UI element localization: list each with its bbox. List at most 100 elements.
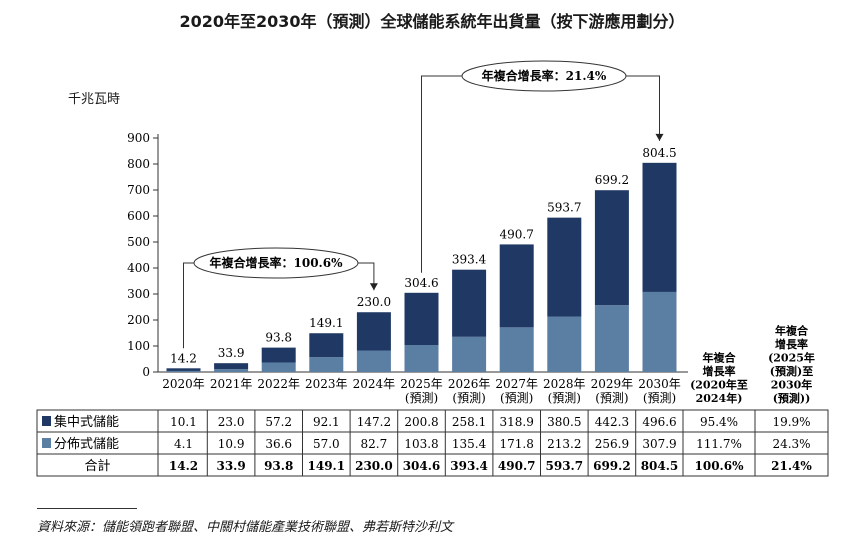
table-cagr-cell: 100.6%: [695, 459, 745, 473]
y-tick-label: 400: [127, 261, 150, 275]
cagr-bracket-left: [183, 262, 196, 349]
table-cell: 92.1: [313, 415, 340, 429]
cagr-column-header: (預測)至: [770, 364, 813, 378]
bar-distributed: [309, 357, 344, 372]
table-cell: 258.1: [452, 415, 486, 429]
source-note: 資料來源：儲能領跑者聯盟、中關村儲能產業技術聯盟、弗若斯特沙利文: [37, 520, 454, 535]
x-tick-label: 2028年: [543, 377, 586, 391]
bar-centralized: [547, 217, 582, 317]
table-cell: 171.8: [500, 437, 534, 451]
table-cell: 804.5: [641, 459, 679, 473]
table-cell: 213.2: [547, 437, 581, 451]
bar-distributed: [214, 369, 249, 372]
x-tick-label: 2027年: [495, 377, 538, 391]
table-cell: 14.2: [169, 459, 198, 473]
x-tick-sublabel: (預測): [500, 391, 533, 405]
bar-distributed: [452, 336, 487, 372]
x-tick-label: 2022年: [257, 377, 300, 391]
table-row-label: 合計: [84, 458, 110, 474]
table-cell: 4.1: [174, 437, 193, 451]
x-tick-label: 2020年: [162, 377, 205, 391]
table-cell: 82.7: [361, 437, 388, 451]
bar-distributed: [261, 362, 296, 372]
x-tick-label: 2024年: [353, 377, 396, 391]
table-cagr-cell: 21.4%: [771, 459, 812, 473]
cagr-label: 年複合增長率：100.6%: [210, 255, 344, 270]
x-tick-label: 2023年: [305, 377, 348, 391]
cagr-ellipse: [461, 60, 627, 92]
cagr-ellipse: [193, 247, 359, 279]
bar-distributed: [166, 370, 201, 372]
y-tick-label: 0: [142, 365, 150, 379]
bar-total-label: 149.1: [309, 316, 343, 330]
cagr-column-header: 年複合: [703, 351, 737, 365]
bar-total-label: 593.7: [547, 201, 581, 215]
bar-distributed: [499, 327, 534, 372]
x-tick-sublabel: (預測): [452, 391, 485, 405]
table-cell: 103.8: [404, 437, 438, 451]
y-tick-label: 700: [127, 183, 150, 197]
cagr-column-header: 2024年): [696, 391, 743, 405]
cagr-bracket-right: [356, 262, 375, 291]
y-tick-label: 600: [127, 209, 150, 223]
table-cell: 318.9: [500, 415, 534, 429]
x-tick-label: 2025年: [400, 377, 443, 391]
table-cell: 33.9: [216, 459, 245, 473]
legend-swatch: [42, 438, 51, 448]
bar-total-label: 699.2: [595, 173, 629, 187]
cagr-arrowhead: [655, 133, 664, 141]
table-cell: 304.6: [403, 459, 441, 473]
cagr-column-header: 增長率: [703, 364, 736, 378]
y-axis-unit-label: 千兆瓦時: [68, 92, 121, 107]
x-tick-label: 2029年: [591, 377, 634, 391]
chart-title: 2020年至2030年（預測）全球儲能系統年出貨量（按下游應用劃分）: [179, 12, 685, 31]
x-tick-label: 2026年: [448, 377, 491, 391]
table-cell: 230.0: [355, 459, 393, 473]
bar-centralized: [499, 244, 534, 328]
y-tick-label: 200: [127, 313, 150, 327]
cagr-column-header: 2030年: [771, 378, 813, 392]
y-tick-label: 500: [127, 235, 150, 249]
table-cell: 490.7: [498, 459, 536, 473]
cagr-column-header: 年複合: [775, 324, 809, 338]
bar-total-label: 304.6: [404, 276, 438, 290]
bar-total-label: 393.4: [452, 253, 487, 267]
table-cagr-cell: 24.3%: [772, 437, 810, 451]
bar-distributed: [404, 345, 439, 372]
table-cell: 307.9: [642, 437, 676, 451]
bar-centralized: [404, 292, 439, 346]
x-tick-sublabel: (預測): [595, 391, 628, 405]
bar-centralized: [261, 347, 296, 363]
x-tick-sublabel: (預測): [643, 391, 676, 405]
cagr-column-header: 增長率: [775, 337, 808, 351]
cagr-bracket-left: [421, 75, 464, 273]
bar-centralized: [166, 368, 201, 371]
bar-distributed: [594, 305, 629, 372]
legend-label: 分佈式儲能: [54, 436, 119, 452]
table-cell: 256.9: [595, 437, 629, 451]
bar-centralized: [214, 363, 249, 370]
bar-total-label: 14.2: [170, 351, 197, 365]
cagr-bracket-right: [624, 75, 660, 141]
cagr-column-header: (預測)): [773, 391, 811, 405]
bar-distributed: [642, 291, 677, 372]
table-cell: 10.1: [170, 415, 197, 429]
table-cagr-cell: 111.7%: [696, 437, 742, 451]
table-cell: 57.2: [265, 415, 292, 429]
x-tick-sublabel: (預測): [548, 391, 581, 405]
table-cell: 36.6: [265, 437, 292, 451]
table-cell: 147.2: [357, 415, 391, 429]
x-tick-label: 2030年: [638, 377, 681, 391]
table-cell: 149.1: [308, 459, 346, 473]
legend-swatch: [42, 416, 51, 426]
cagr-column-header: (2025年: [768, 351, 815, 365]
bar-distributed: [547, 316, 582, 372]
bar-centralized: [452, 269, 487, 337]
data-table-border: [36, 409, 829, 477]
x-tick-sublabel: (預測): [405, 391, 438, 405]
table-cagr-cell: 95.4%: [700, 415, 738, 429]
table-cell: 442.3: [595, 415, 629, 429]
y-tick-label: 900: [127, 131, 150, 145]
cagr-column-header: (2020年至: [690, 378, 748, 392]
table-cell: 593.7: [546, 459, 584, 473]
